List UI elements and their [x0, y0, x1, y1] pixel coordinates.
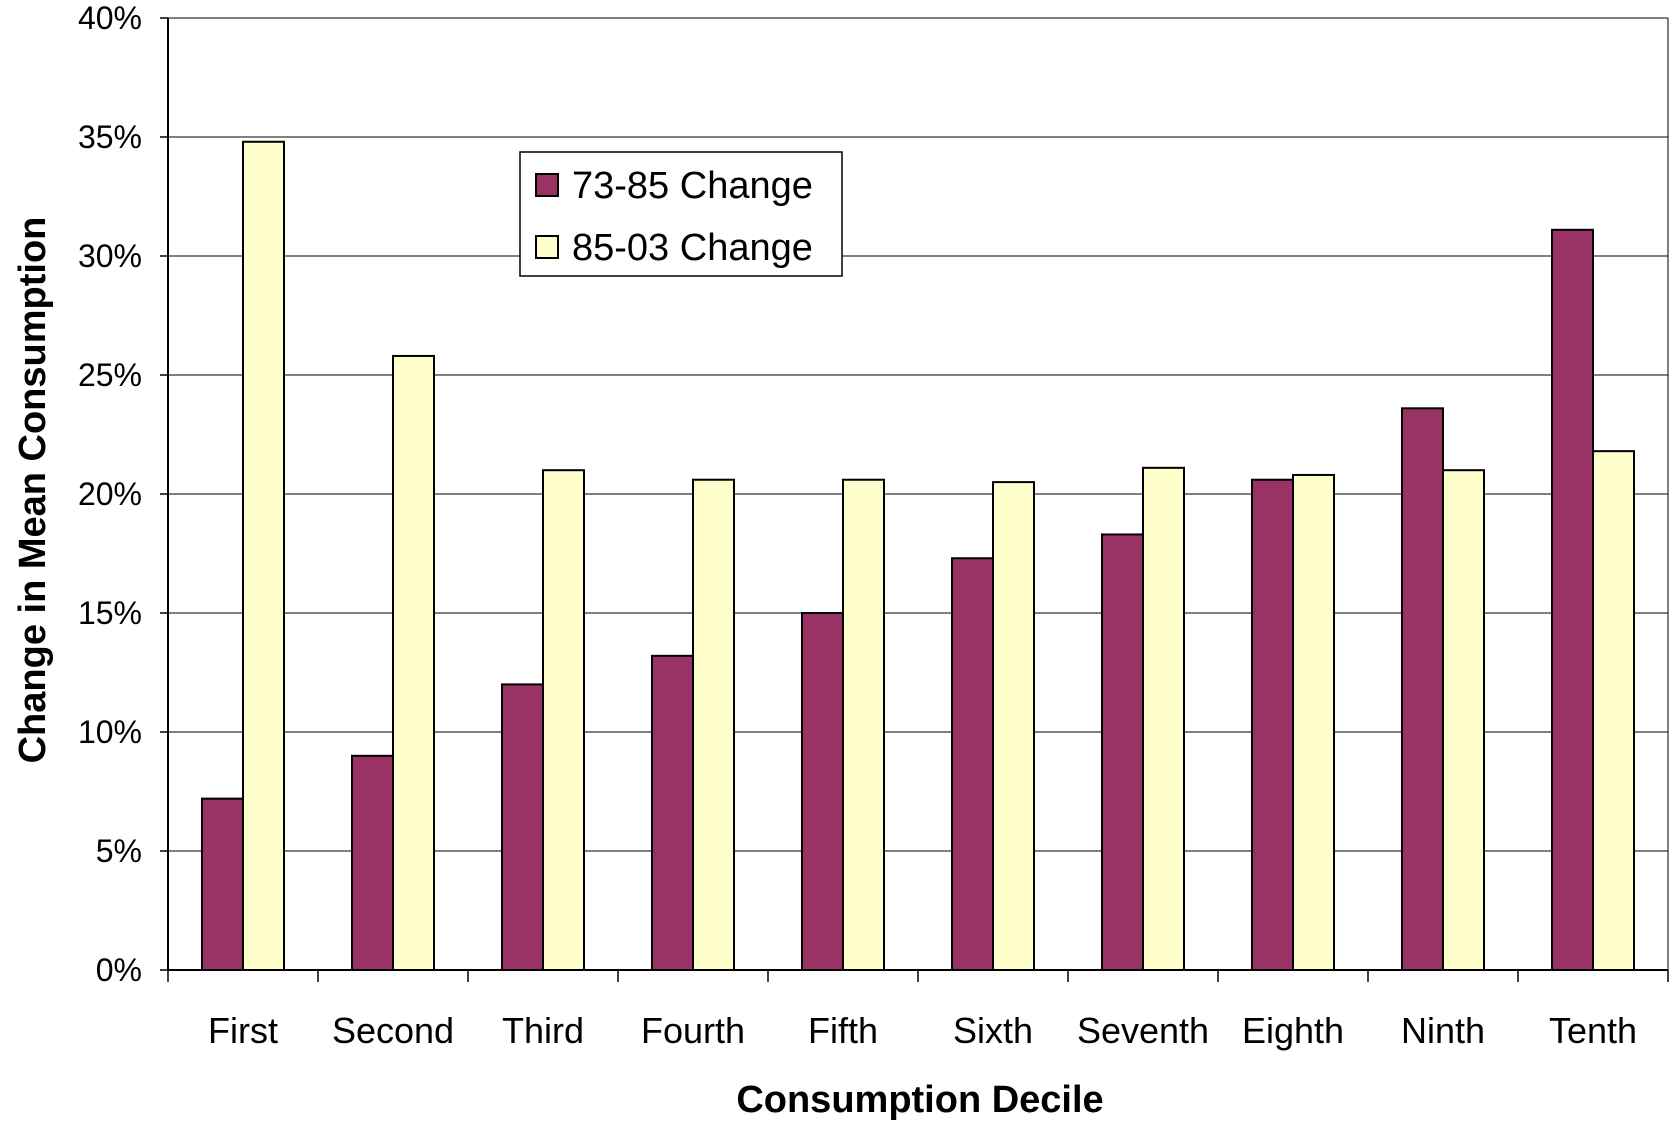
- x-tick-label: Ninth: [1401, 1010, 1485, 1051]
- y-tick-label: 30%: [78, 238, 142, 274]
- bar-series1: [801, 612, 844, 971]
- x-tick-label: Sixth: [953, 1010, 1033, 1051]
- x-tick-label: Eighth: [1242, 1010, 1344, 1051]
- x-tick-label: Seventh: [1077, 1010, 1209, 1051]
- x-tick-label: Second: [332, 1010, 454, 1051]
- x-tick-label: Fifth: [808, 1010, 878, 1051]
- bar-series2: [692, 478, 735, 971]
- bar-series1: [1551, 228, 1594, 971]
- x-tick-label: First: [208, 1010, 278, 1051]
- legend-box: [519, 151, 843, 277]
- bar-series1: [951, 557, 994, 971]
- y-tick-label: 15%: [78, 595, 142, 631]
- y-tick-label: 25%: [78, 357, 142, 393]
- y-tick-label: 0%: [96, 952, 142, 988]
- bar-series1: [1101, 533, 1144, 972]
- legend-swatch: [535, 235, 559, 259]
- bar-series2: [392, 354, 435, 971]
- bar-series2: [842, 478, 885, 971]
- bar-series1: [651, 654, 694, 972]
- legend-label: 73-85 Change: [572, 165, 813, 207]
- legend: 73-85 Change 85-03 Change: [519, 151, 843, 277]
- bars: [201, 140, 1635, 972]
- bar-series2: [242, 140, 285, 971]
- bar-series1: [351, 754, 394, 971]
- bar-series2: [1442, 469, 1485, 971]
- bar-series2: [1592, 450, 1635, 972]
- y-tick-label: 40%: [78, 0, 142, 36]
- x-axis-title: Consumption Decile: [736, 1079, 1103, 1120]
- bar-series2: [1292, 473, 1335, 971]
- bar-series2: [542, 469, 585, 971]
- y-tick-label: 10%: [78, 714, 142, 750]
- x-tick-label: Tenth: [1549, 1010, 1637, 1051]
- y-tick-label: 5%: [96, 833, 142, 869]
- x-tick-label: Third: [502, 1010, 584, 1051]
- legend-swatch: [535, 173, 559, 197]
- tick-labels: 0% 5% 10% 15% 20% 25% 30% 35% 40% First Second Thir…: [78, 0, 1637, 1051]
- y-tick-label: 20%: [78, 476, 142, 512]
- bar-series2: [1142, 466, 1185, 971]
- y-tick-label: 35%: [78, 119, 142, 155]
- y-axis-title: Change in Mean Consumption: [12, 217, 54, 764]
- bar-series1: [1401, 407, 1444, 971]
- bar-series2: [992, 481, 1035, 971]
- bar-series1: [501, 683, 544, 972]
- axes: [160, 17, 1669, 982]
- bar-series1: [1251, 478, 1294, 971]
- legend-label: 85-03 Change: [572, 227, 813, 269]
- x-tick-label: Fourth: [641, 1010, 745, 1051]
- bar-series1: [201, 797, 244, 972]
